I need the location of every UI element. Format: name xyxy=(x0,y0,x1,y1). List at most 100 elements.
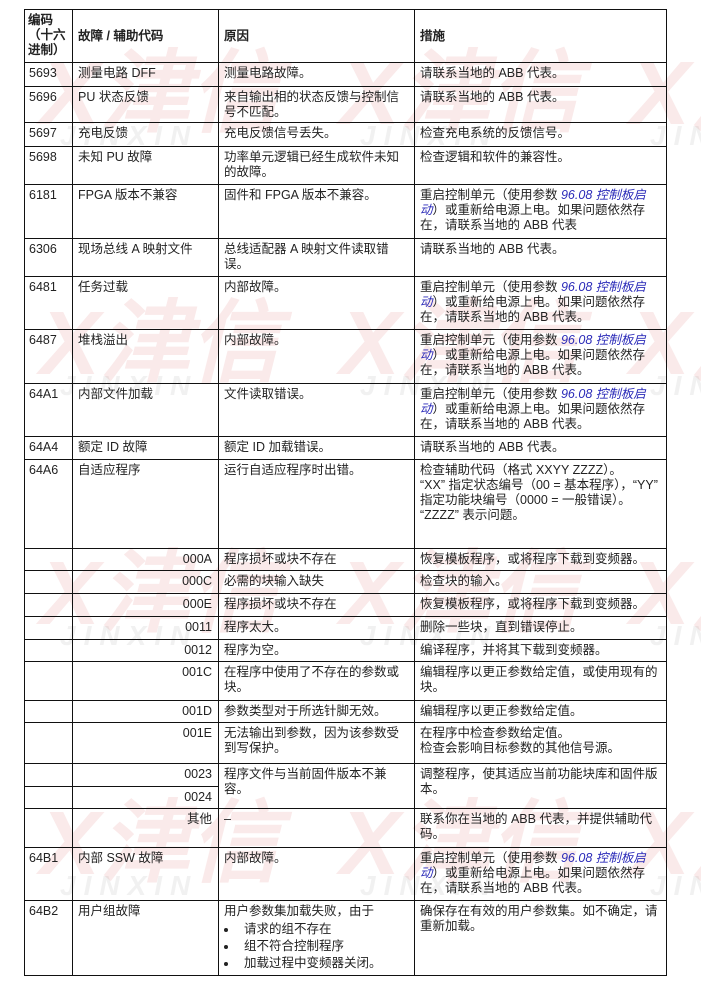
fault-name: 充电反馈 xyxy=(72,122,219,147)
fault-code: 5697 xyxy=(24,122,73,147)
cause-text: 文件读取错误。 xyxy=(224,387,312,401)
action: 重启控制单元（使用参数 96.08 控制板启动）或重新给电源上电。如果问题依然存… xyxy=(414,329,667,384)
fault-row: 6181 FPGA 版本不兼容 固件和 FPGA 版本不兼容。 重启控制单元（使用参数… xyxy=(24,184,667,239)
cause-text: 功率单元逻辑已经生成软件未知的故障。 xyxy=(224,150,400,179)
fault-code xyxy=(24,570,73,594)
fault-name: 用户组故障 xyxy=(72,900,219,976)
aux-code: 0023 xyxy=(72,763,219,787)
cause-text: 固件和 FPGA 版本不兼容。 xyxy=(224,188,377,202)
fault-code xyxy=(24,548,73,571)
parameter-link[interactable]: 96.08 控制板启动 xyxy=(420,280,646,309)
action-text: 联系你在当地的 ABB 代表，并提供辅助代码。 xyxy=(420,812,652,841)
action: 在程序中检查参数给定值。 检查会影响目标参数的其他信号源。 xyxy=(414,722,667,764)
fault-name: 内部文件加载 xyxy=(72,383,219,437)
action-text: 删除一些块，直到错误停止。 xyxy=(420,620,583,634)
fault-row: 64A1 内部文件加载 文件读取错误。 重启控制单元（使用参数 96.08 控制板启动… xyxy=(24,383,667,437)
action-text: 确保存在有效的用户参数集。如不确定，请重新加载。 xyxy=(420,904,658,933)
cause-bullet: 请求的组不存在 xyxy=(238,921,409,938)
fault-code xyxy=(24,593,73,617)
cause: 内部故障。 xyxy=(218,329,415,384)
action-text: 编辑程序以更正参数给定值。 xyxy=(420,704,583,718)
cause-text: 来自输出相的状态反馈与控制信号不匹配。 xyxy=(224,90,400,119)
cause-text: 参数类型对于所选针脚无效。 xyxy=(224,704,387,718)
fault-code: 64B2 xyxy=(24,900,73,976)
action: 重启控制单元（使用参数 96.08 控制板启动）或重新给电源上电。如果问题依然存… xyxy=(414,184,667,239)
action-text: 请联系当地的 ABB 代表。 xyxy=(420,90,565,104)
fault-name: PU 状态反馈 xyxy=(72,86,219,123)
cause-text: – xyxy=(224,812,231,826)
aux-code-row: 001C 在程序中使用了不存在的参数或块。 编辑程序以更正参数给定值，或使用现有的块… xyxy=(24,661,667,701)
parameter-link[interactable]: 96.08 控制板启动 xyxy=(420,387,646,416)
aux-code-row: 0011 程序太大。 删除一些块，直到错误停止。 xyxy=(24,616,667,640)
cause-text: 内部故障。 xyxy=(224,280,287,294)
parameter-link[interactable]: 96.08 控制板启动 xyxy=(420,333,646,362)
aux-code: 000C xyxy=(72,570,219,594)
aux-code-row: 0023 程序文件与当前固件版本不兼容。 调整程序，使其适应当前功能块库和固件版本。 xyxy=(24,763,667,809)
action-text: 编辑程序以更正参数给定值，或使用现有的块。 xyxy=(420,665,658,694)
cause-text: 总线适配器 A 映射文件读取错误。 xyxy=(224,242,389,271)
action: 请联系当地的 ABB 代表。 xyxy=(414,436,667,460)
fault-row: 6487 堆栈溢出 内部故障。 重启控制单元（使用参数 96.08 控制板启动）或重新… xyxy=(24,329,667,384)
cause: – xyxy=(218,808,415,848)
fault-row: 6306 现场总线 A 映射文件 总线适配器 A 映射文件读取错误。 请联系当地的 A… xyxy=(24,238,667,277)
action-text: 检查块的输入。 xyxy=(420,574,508,588)
fault-name: FPGA 版本不兼容 xyxy=(72,184,219,239)
action: 编辑程序以更正参数给定值，或使用现有的块。 xyxy=(414,661,667,701)
aux-code-row: 001E 无法输出到参数，因为该参数受到写保护。 在程序中检查参数给定值。 检查会影响… xyxy=(24,722,667,764)
parameter-link[interactable]: 96.08 控制板启动 xyxy=(420,851,646,880)
cause-bullet-list: 请求的组不存在组不符合控制程序加载过程中变频器关闭。 xyxy=(224,921,409,972)
action: 检查块的输入。 xyxy=(414,570,667,594)
cause: 运行自适应程序时出错。 xyxy=(218,459,415,549)
cause: 内部故障。 xyxy=(218,276,415,330)
action-text: ）或重新给电源上电。如果问题依然存在，请联系当地的 ABB 代表。 xyxy=(420,402,646,431)
fault-code xyxy=(24,808,73,848)
fault-row: 64A4 额定 ID 故障 额定 ID 加载错误。 请联系当地的 ABB 代表。 xyxy=(24,436,667,460)
table-header-row: 编码（十六进制） 故障 / 辅助代码 原因 措施 xyxy=(24,9,667,63)
action: 编辑程序以更正参数给定值。 xyxy=(414,700,667,723)
cause: 必需的块输入缺失 xyxy=(218,570,415,594)
action: 联系你在当地的 ABB 代表，并提供辅助代码。 xyxy=(414,808,667,848)
action-line: 检查辅助代码（格式 XXYY ZZZZ）。 xyxy=(420,463,622,477)
cause-text: 内部故障。 xyxy=(224,333,287,347)
action-text: 请联系当地的 ABB 代表。 xyxy=(420,242,565,256)
cause-bullet: 加载过程中变频器关闭。 xyxy=(238,955,409,972)
parameter-link[interactable]: 96.08 控制板启动 xyxy=(420,188,646,217)
cause-bullet: 组不符合控制程序 xyxy=(238,938,409,955)
action-text: ）或重新给电源上电。如果问题依然存在，请联系当地的 ABB 代表。 xyxy=(420,348,646,377)
fault-name: 自适应程序 xyxy=(72,459,219,549)
fault-name: 堆栈溢出 xyxy=(72,329,219,384)
fault-name: 测量电路 DFF xyxy=(72,62,219,87)
fault-code xyxy=(24,661,73,701)
fault-row: 5698 未知 PU 故障 功率单元逻辑已经生成软件未知的故障。 检查逻辑和软件的兼容… xyxy=(24,146,667,185)
aux-code-row: 0012 程序为空。 编译程序，并将其下载到变频器。 xyxy=(24,639,667,662)
cause: 文件读取错误。 xyxy=(218,383,415,437)
cause: 程序文件与当前固件版本不兼容。 xyxy=(218,763,415,809)
action: 调整程序，使其适应当前功能块库和固件版本。 xyxy=(414,763,667,809)
cause-text: 额定 ID 加载错误。 xyxy=(224,440,331,454)
fault-code-table: 编码（十六进制） 故障 / 辅助代码 原因 措施 5693 测量电路 DFF 测量电… xyxy=(24,9,667,976)
fault-code: 5696 xyxy=(24,86,73,123)
fault-code: 64A6 xyxy=(24,459,73,549)
fault-row: 6481 任务过载 内部故障。 重启控制单元（使用参数 96.08 控制板启动）或重新… xyxy=(24,276,667,330)
aux-code: 000E xyxy=(72,593,219,617)
cause-text: 内部故障。 xyxy=(224,851,287,865)
action: 删除一些块，直到错误停止。 xyxy=(414,616,667,640)
cause: 充电反馈信号丢失。 xyxy=(218,122,415,147)
action: 检查充电系统的反馈信号。 xyxy=(414,122,667,147)
cause: 测量电路故障。 xyxy=(218,62,415,87)
fault-code xyxy=(24,616,73,640)
action-text: 调整程序，使其适应当前功能块库和固件版本。 xyxy=(420,767,658,796)
cause: 来自输出相的状态反馈与控制信号不匹配。 xyxy=(218,86,415,123)
fault-name: 额定 ID 故障 xyxy=(72,436,219,460)
action: 重启控制单元（使用参数 96.08 控制板启动）或重新给电源上电。如果问题依然存… xyxy=(414,383,667,437)
fault-name: 内部 SSW 故障 xyxy=(72,847,219,901)
fault-name: 未知 PU 故障 xyxy=(72,146,219,185)
fault-code: 64B1 xyxy=(24,847,73,901)
action: 编译程序，并将其下载到变频器。 xyxy=(414,639,667,662)
cause: 额定 ID 加载错误。 xyxy=(218,436,415,460)
cause: 功率单元逻辑已经生成软件未知的故障。 xyxy=(218,146,415,185)
fault-row: 64B2用户组故障用户参数集加载失败，由于请求的组不存在组不符合控制程序加载过程… xyxy=(24,900,667,976)
action-text: 重启控制单元（使用参数 xyxy=(420,188,561,202)
action-text: 恢复模板程序，或将程序下载到变频器。 xyxy=(420,552,646,566)
header-fault-name: 故障 / 辅助代码 xyxy=(72,9,219,63)
